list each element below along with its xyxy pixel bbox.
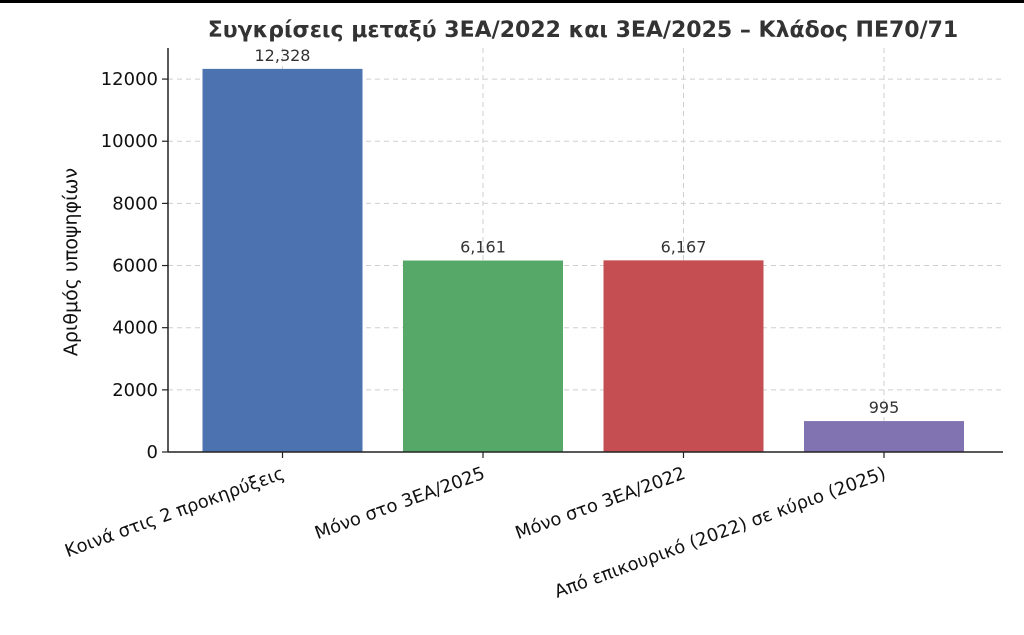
y-tick-label: 6000 bbox=[112, 256, 158, 277]
x-tick-label: Κοινά στις 2 προκηρύξεις bbox=[62, 463, 287, 562]
y-axis-label: Αριθμός υποψηφίων bbox=[60, 168, 82, 356]
data-label: 12,328 bbox=[255, 46, 311, 65]
axes bbox=[167, 48, 1003, 458]
x-tick-labels: Κοινά στις 2 προκηρύξεις Μόνο στο 3ΕΑ/202… bbox=[62, 463, 889, 603]
bar bbox=[202, 68, 363, 452]
data-labels: 12,328 6,161 6,167 995 bbox=[255, 46, 900, 417]
data-label: 6,167 bbox=[661, 237, 707, 256]
bar bbox=[403, 260, 563, 452]
y-tick-label: 8000 bbox=[112, 193, 158, 214]
x-tick-label: Μόνο στο 3ΕΑ/2025 bbox=[312, 463, 488, 544]
y-tick-label: 4000 bbox=[112, 318, 158, 339]
x-tick-label: Από επικουρικό (2022) σε κύριο (2025) bbox=[552, 463, 889, 603]
bars bbox=[202, 68, 964, 452]
bar bbox=[603, 260, 764, 452]
bar bbox=[804, 421, 964, 452]
top-border bbox=[0, 0, 1024, 3]
y-tick-label: 12000 bbox=[101, 69, 158, 90]
data-label: 995 bbox=[869, 398, 900, 417]
x-tick-label: Μόνο στο 3ΕΑ/2022 bbox=[513, 463, 689, 544]
y-tick-label: 10000 bbox=[101, 131, 158, 152]
chart-title: Συγκρίσεις μεταξύ 3ΕΑ/2022 και 3ΕΑ/2025 … bbox=[208, 18, 959, 43]
y-tick-label: 0 bbox=[147, 442, 158, 463]
data-label: 6,161 bbox=[460, 238, 506, 257]
y-ticks: 0 2000 4000 6000 8000 10000 12000 bbox=[101, 69, 168, 463]
y-tick-label: 2000 bbox=[112, 380, 158, 401]
